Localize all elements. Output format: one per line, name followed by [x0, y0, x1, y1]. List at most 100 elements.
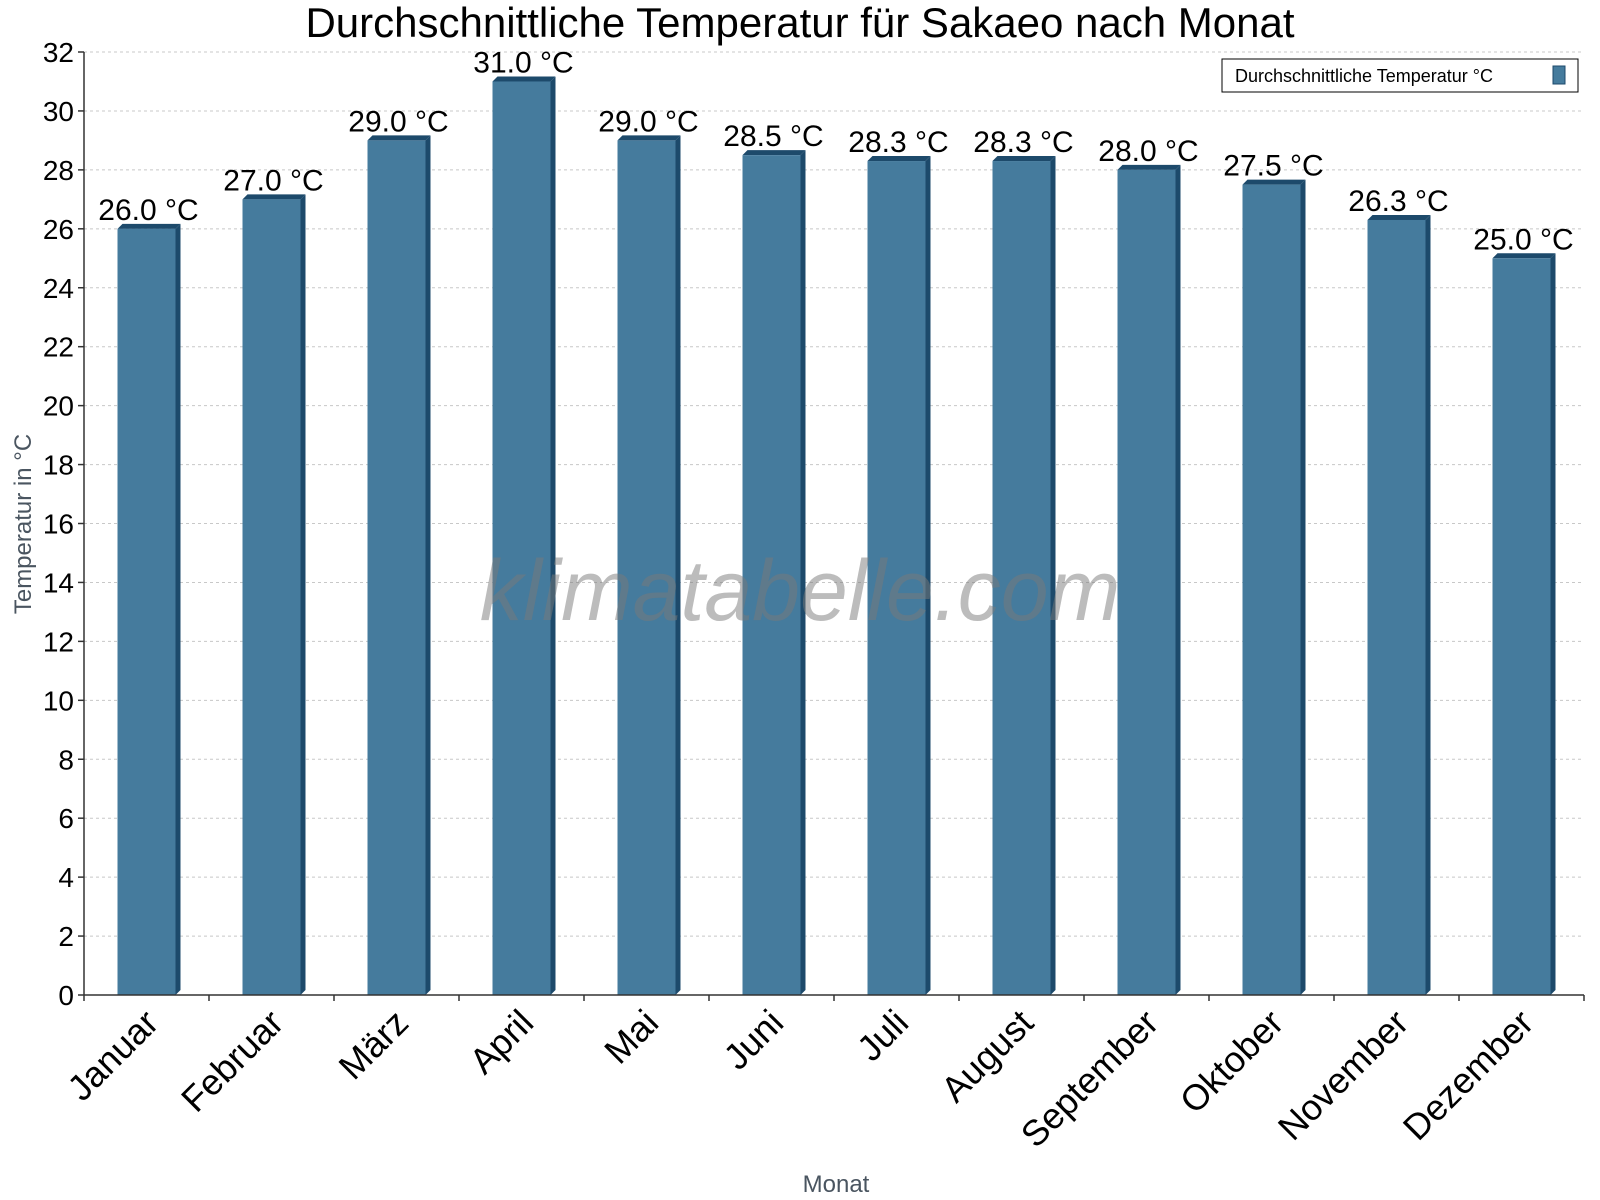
bar-top	[242, 194, 306, 200]
bar-side	[1175, 164, 1181, 995]
data-label: 27.5 °C	[1223, 150, 1323, 183]
y-tick-label: 18	[43, 450, 74, 481]
bar-side	[1425, 214, 1431, 996]
bar	[492, 76, 556, 995]
bar-side	[1300, 179, 1306, 995]
bar-front	[742, 155, 801, 995]
x-tick-label: August	[933, 1002, 1041, 1110]
bar-side	[675, 135, 681, 995]
y-tick-label: 26	[43, 214, 74, 245]
bar	[242, 194, 306, 995]
data-label: 28.3 °C	[848, 126, 948, 159]
bar-front	[1242, 184, 1301, 995]
bar-top	[367, 135, 431, 141]
bar-top	[1242, 179, 1306, 185]
x-tick-label: Januar	[59, 1002, 166, 1109]
bar	[1492, 253, 1556, 995]
y-tick-label: 32	[43, 37, 74, 68]
x-tick-label: Mai	[596, 1002, 666, 1072]
data-label: 29.0 °C	[348, 105, 448, 138]
bar-side	[1050, 156, 1056, 996]
bar	[367, 135, 431, 995]
y-tick-label: 2	[58, 921, 74, 952]
bar-front	[117, 228, 176, 995]
x-tick-label: April	[461, 1002, 541, 1082]
bar	[867, 156, 931, 996]
legend-box	[1221, 58, 1579, 93]
x-tick-label: Dezember	[1395, 1002, 1541, 1148]
data-label: 26.3 °C	[1348, 185, 1448, 218]
bar-side	[800, 150, 806, 995]
bar-side	[175, 223, 181, 995]
x-tick-label: Februar	[173, 1002, 291, 1120]
y-tick-label: 10	[43, 685, 74, 716]
y-tick-label: 30	[43, 96, 74, 127]
data-label: 26.0 °C	[98, 194, 198, 227]
x-tick-label: September	[1013, 1002, 1167, 1156]
legend: Durchschnittliche Temperatur °C	[1221, 58, 1579, 93]
bar	[617, 135, 681, 995]
y-tick-label: 4	[58, 862, 74, 893]
bar-side	[425, 135, 431, 995]
x-tick-label: November	[1270, 1002, 1416, 1148]
bar-top	[742, 150, 806, 156]
data-labels: 26.0 °C 27.0 °C 29.0 °C 31.0 °C 29.0 °C 28.5 …	[98, 46, 1573, 256]
bar	[1242, 179, 1306, 995]
y-tick-label: 14	[43, 567, 74, 598]
y-tick-label: 16	[43, 509, 74, 540]
x-tick-label: Oktober	[1172, 1002, 1292, 1122]
x-tick-label: März	[331, 1002, 417, 1088]
y-tick-label: 0	[58, 980, 74, 1011]
data-label: 28.5 °C	[723, 120, 823, 153]
bar-top	[1117, 164, 1181, 170]
bar-front	[1117, 169, 1176, 995]
bar-side	[925, 156, 931, 996]
bar-top	[1492, 253, 1556, 259]
bar-front	[1367, 219, 1426, 996]
legend-label: Durchschnittliche Temperatur °C	[1235, 66, 1493, 86]
x-tick-label: Juni	[715, 1002, 791, 1078]
bar	[117, 223, 181, 995]
y-tick-label: 20	[43, 391, 74, 422]
bar-top	[992, 156, 1056, 162]
bars	[117, 76, 1556, 996]
data-label: 25.0 °C	[1473, 223, 1573, 256]
y-tick-label: 22	[43, 332, 74, 363]
chart-title: Durchschnittliche Temperatur für Sakaeo …	[305, 0, 1294, 46]
y-tick-label: 6	[58, 803, 74, 834]
bar	[992, 156, 1056, 996]
legend-swatch	[1552, 65, 1566, 85]
bar-front	[242, 199, 301, 995]
y-tick-label: 8	[58, 744, 74, 775]
data-label: 31.0 °C	[473, 46, 573, 79]
bar-top	[1367, 214, 1431, 220]
y-tick-label: 12	[43, 626, 74, 657]
bar-front	[617, 140, 676, 995]
data-label: 28.0 °C	[1098, 135, 1198, 168]
bar-top	[117, 223, 181, 229]
watermark: klimatabelle.com	[480, 543, 1120, 639]
y-axis-title: Temperatur in °C	[10, 434, 37, 614]
bar	[1117, 164, 1181, 995]
data-label: 28.3 °C	[973, 126, 1073, 159]
bar-side	[1550, 253, 1556, 995]
data-label: 29.0 °C	[598, 105, 698, 138]
bar-side	[300, 194, 306, 995]
bar-front	[867, 161, 926, 996]
data-label: 27.0 °C	[223, 164, 323, 197]
bar-front	[992, 161, 1051, 996]
bar-top	[867, 156, 931, 162]
bar-top	[617, 135, 681, 141]
y-tick-label: 28	[43, 155, 74, 186]
bar-front	[367, 140, 426, 995]
y-tick-label: 24	[43, 273, 74, 304]
bar-top	[492, 76, 556, 82]
x-tick-label: Juli	[849, 1002, 916, 1069]
bar-side	[550, 76, 556, 995]
bar	[1367, 214, 1431, 996]
gridlines	[84, 51, 1584, 937]
x-axis-title: Monat	[803, 1171, 870, 1198]
bar	[742, 150, 806, 995]
